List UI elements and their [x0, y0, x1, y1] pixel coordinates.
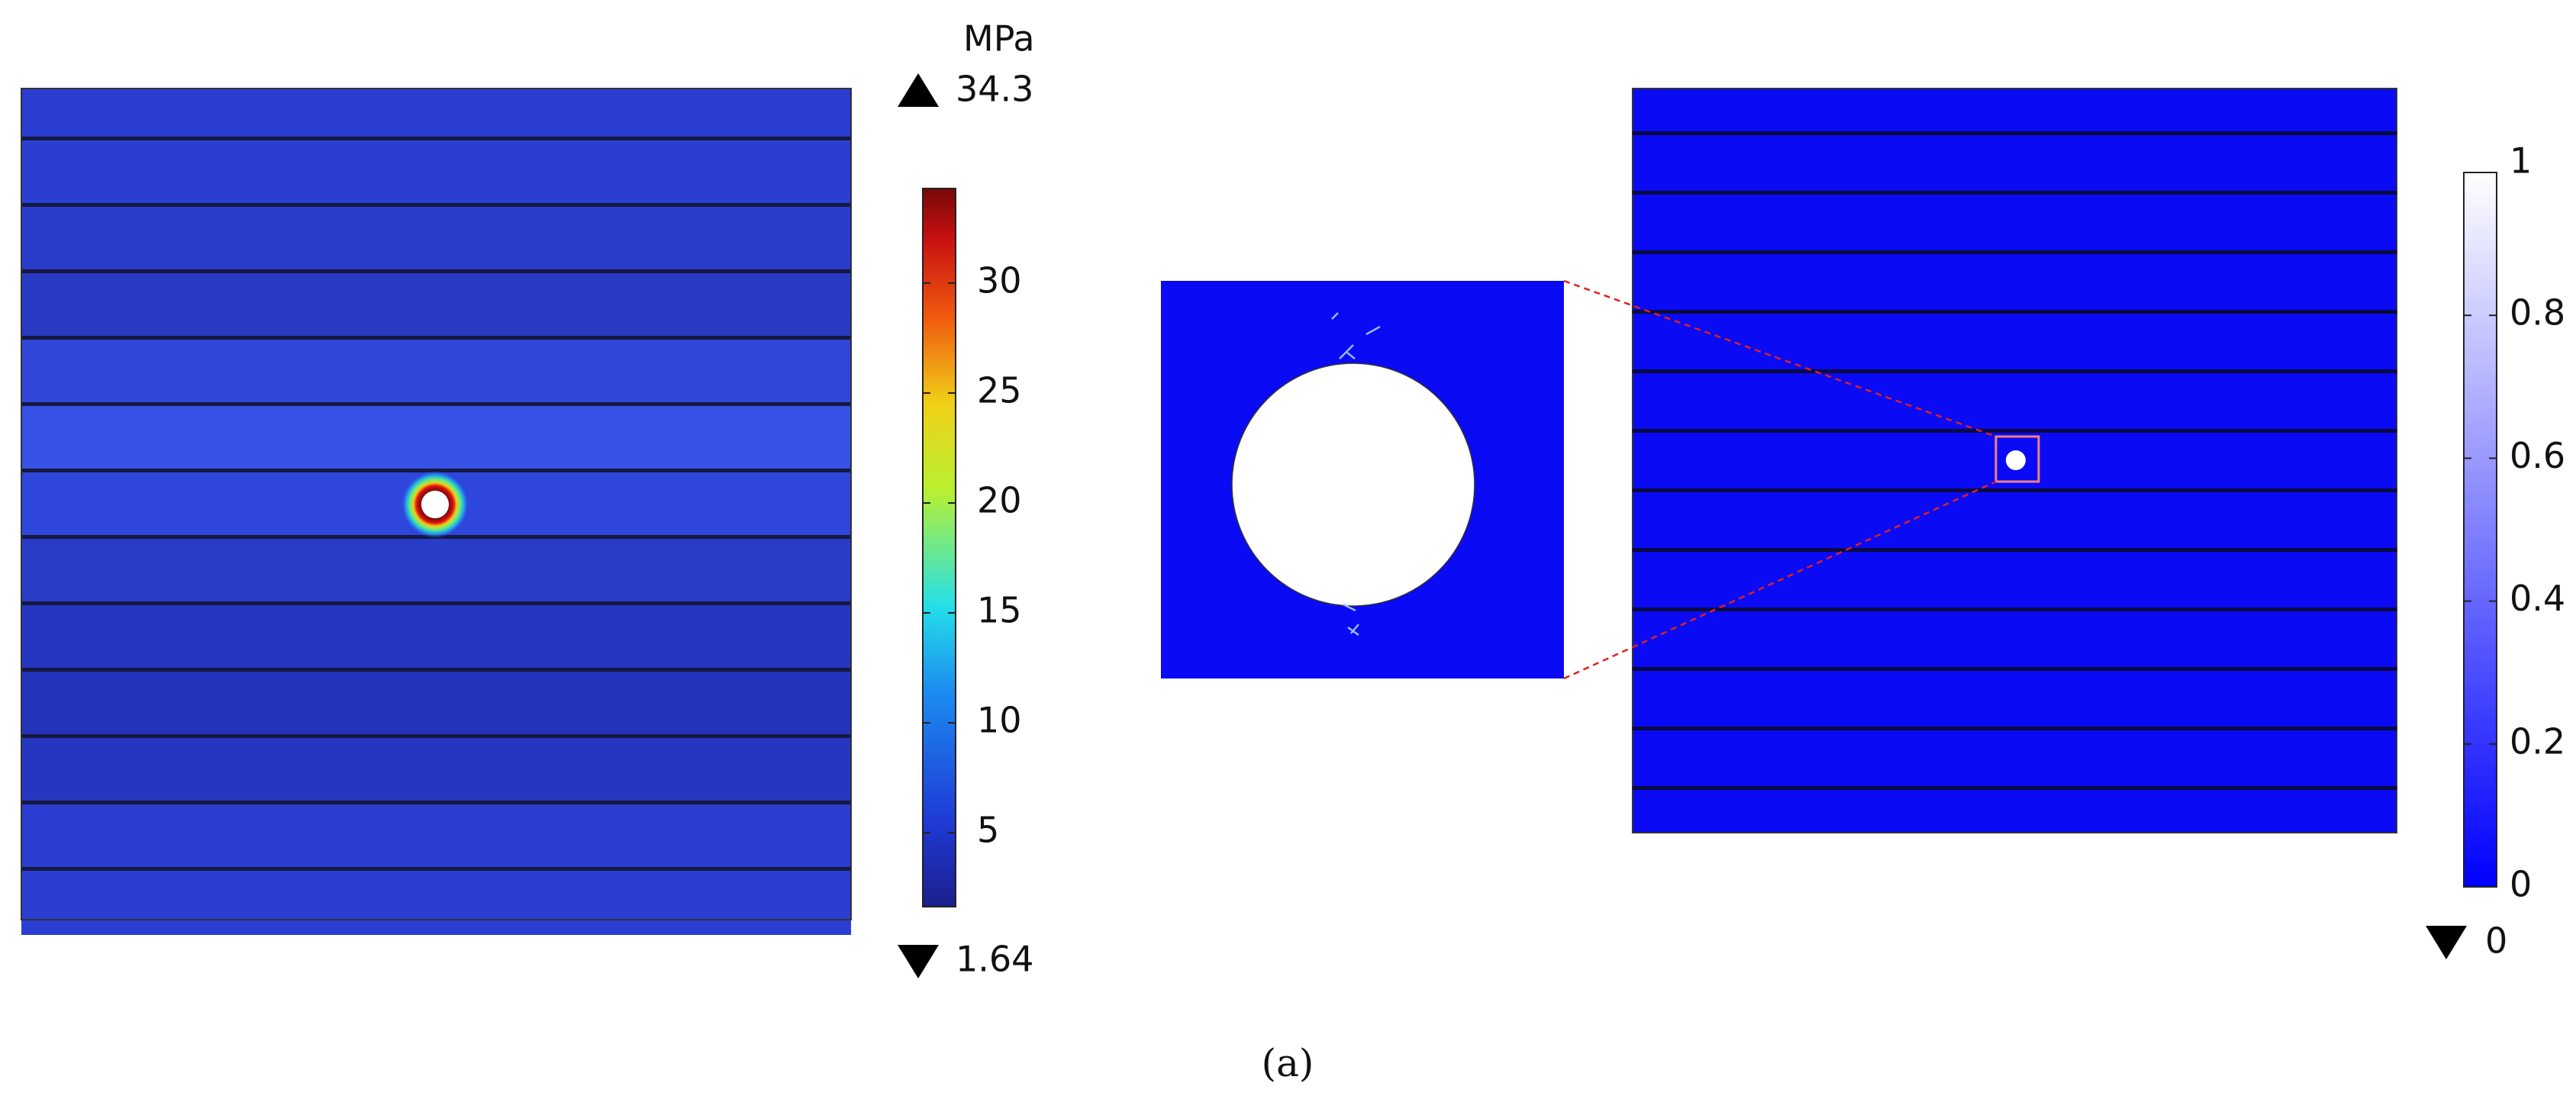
unit: MPa: [963, 18, 1035, 60]
frame: [21, 88, 852, 920]
layer-line: [21, 601, 851, 605]
inset-hole: [1231, 363, 1475, 607]
tick-label: 20: [977, 480, 1022, 521]
min-marker: [898, 945, 939, 978]
layer-line: [1633, 727, 2397, 730]
layer-line: [1633, 488, 2397, 492]
stripe: [21, 869, 851, 935]
stripe: [21, 404, 851, 470]
min-label: 1.64: [956, 939, 1033, 980]
stripe: [21, 337, 851, 404]
tick-label: 1: [2510, 140, 2532, 182]
tick-label: 0.2: [2510, 720, 2565, 762]
layer-line: [21, 203, 851, 207]
layer-line: [21, 734, 851, 738]
layer-line: [1633, 429, 2397, 433]
layer-line: [1633, 608, 2397, 611]
crack: [1331, 312, 1381, 637]
stripe: [21, 138, 851, 205]
tick-label: 5: [977, 810, 999, 851]
layer-line: [1633, 369, 2397, 373]
tick-label: 0.8: [2510, 292, 2565, 334]
hole: [2006, 450, 2026, 470]
layer-line: [1633, 667, 2397, 671]
layer-line: [21, 801, 851, 804]
tick-label: 25: [977, 369, 1022, 411]
layer-line: [21, 269, 851, 273]
layer-line: [1633, 548, 2397, 552]
layer-line: [21, 402, 851, 406]
stripe: [21, 205, 851, 271]
layer-line: [1633, 786, 2397, 790]
layer-line: [1633, 191, 2397, 195]
layer-line: [1633, 250, 2397, 254]
layer-line: [1633, 310, 2397, 314]
stripe: [21, 669, 851, 736]
zoom-box: [1994, 435, 2040, 483]
stress-panel: 5 10 15 20 25 30 MPa 34.3 1.64: [21, 18, 1035, 980]
layer-line: [21, 867, 851, 871]
zoom-line: [1563, 480, 1997, 680]
stripe: [21, 736, 851, 802]
tick-label: 0: [2510, 864, 2532, 905]
tick-label: 30: [977, 259, 1022, 301]
tick-label: 10: [977, 700, 1022, 741]
stress-hotspot: [401, 471, 469, 538]
stripe: [21, 537, 851, 603]
layer-line: [21, 137, 851, 140]
caption: (a): [1262, 1041, 1314, 1085]
tick-label: 15: [977, 590, 1022, 631]
layer-line: [21, 469, 851, 472]
layer-line: [21, 668, 851, 672]
stripe: [21, 89, 851, 138]
colorbar: [922, 188, 956, 907]
layer-line: [1633, 131, 2397, 135]
tick-label: 0.4: [2510, 578, 2565, 619]
stripe: [21, 271, 851, 337]
stripe: [21, 603, 851, 669]
min-label: 0: [2485, 920, 2507, 962]
max-label: 34.3: [956, 69, 1033, 110]
zoom-line: [1563, 279, 1997, 438]
layer-line: [21, 336, 851, 340]
tick-label: 0.6: [2510, 435, 2565, 476]
stripe: [21, 802, 851, 869]
min-marker: [2426, 926, 2467, 959]
damage-panel: 0 0.2 0.4 0.6 0.8 1 0: [1161, 88, 2565, 962]
colorbar: [2463, 172, 2497, 888]
max-marker: [898, 73, 939, 107]
